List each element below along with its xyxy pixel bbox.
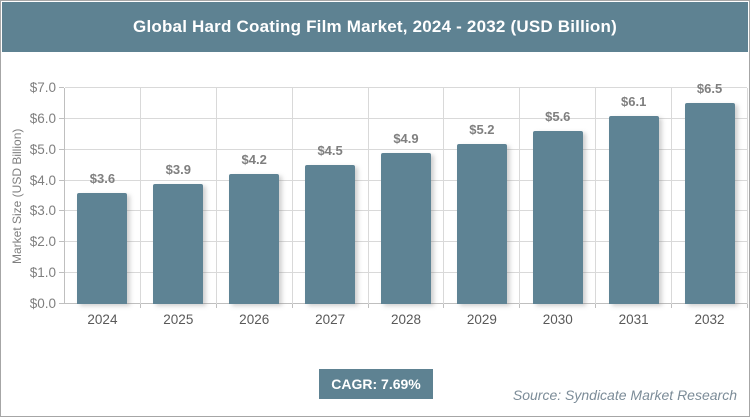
y-tick-label: $6.0 <box>29 110 56 126</box>
bar-value-label: $5.2 <box>469 121 495 137</box>
category-column: $4.5 2027 <box>293 88 369 327</box>
y-tick-label: $1.0 <box>29 265 56 281</box>
y-tick-mark <box>59 179 64 181</box>
y-tick-mark <box>59 303 64 304</box>
x-tick-label: 2025 <box>163 312 194 327</box>
x-tick-label: 2030 <box>542 312 573 327</box>
bar-2031[interactable] <box>608 115 659 304</box>
source-credit: Source: Syndicate Market Research <box>512 387 737 403</box>
x-tick-label: 2031 <box>618 312 649 327</box>
category-column: $5.2 2029 <box>444 88 521 327</box>
bar-2024[interactable] <box>77 192 128 304</box>
bar-2027[interactable] <box>305 165 356 304</box>
x-tick-mark <box>139 304 141 308</box>
category-column: $6.5 2032 <box>672 81 748 327</box>
gridline-horizontal <box>65 117 747 119</box>
bar-value-label: $4.9 <box>393 130 419 146</box>
y-axis: $0.0 $1.0 $2.0 $3.0 $4.0 $5.0 $6.0 $7.0 <box>1 80 64 311</box>
cagr-label: CAGR: 7.69% <box>331 376 421 392</box>
gridline-horizontal <box>65 148 747 150</box>
bar-2025[interactable] <box>153 183 204 304</box>
x-tick-label: 2026 <box>239 312 270 327</box>
x-tick-label: 2027 <box>315 312 346 327</box>
bar-value-label: $5.6 <box>545 109 571 125</box>
bar-2029[interactable] <box>456 143 507 304</box>
bar-value-label: $6.1 <box>621 93 647 109</box>
gridline-horizontal <box>65 87 747 88</box>
y-tick-mark <box>59 87 64 88</box>
chart-title: Global Hard Coating Film Market, 2024 - … <box>133 17 617 36</box>
y-tick-mark <box>59 148 64 150</box>
bar-2032[interactable] <box>684 103 735 304</box>
x-tick-label: 2028 <box>390 312 422 327</box>
y-tick-label: $3.0 <box>29 203 56 219</box>
plot-area: $3.6 2024 $3.9 2025 $4.2 2026 $4.5 2027 $4.9 2028… <box>64 81 748 327</box>
x-tick-mark <box>215 304 217 308</box>
category-column: $5.6 2030 <box>520 88 597 327</box>
x-tick-mark <box>595 304 597 308</box>
bar-value-label: $3.9 <box>165 161 191 177</box>
y-tick-label: $4.0 <box>29 172 56 188</box>
bar-value-label: $3.6 <box>89 170 116 186</box>
y-tick-mark <box>59 272 64 274</box>
x-tick-mark <box>443 304 445 308</box>
x-tick-mark <box>291 304 293 308</box>
category-column: $3.9 2025 <box>141 88 217 327</box>
category-column: $4.2 2026 <box>217 88 293 327</box>
category-column: $6.1 2031 <box>596 88 673 327</box>
bar-2026[interactable] <box>229 174 280 304</box>
y-tick-label: $7.0 <box>29 80 56 95</box>
y-tick-label: $2.0 <box>29 234 56 250</box>
chart-title-bar: Global Hard Coating Film Market, 2024 - … <box>2 2 748 52</box>
category-column: $3.6 2024 <box>65 88 141 327</box>
bar-value-label: $4.5 <box>317 143 343 159</box>
bar-value-label: $4.2 <box>241 152 267 168</box>
y-tick-mark <box>59 241 64 243</box>
category-column: $4.9 2028 <box>369 88 445 327</box>
x-tick-label: 2029 <box>466 312 497 327</box>
x-tick-mark <box>746 304 748 308</box>
x-tick-label: 2024 <box>87 312 118 327</box>
y-tick-label: $5.0 <box>29 141 56 157</box>
bar-2028[interactable] <box>380 152 431 304</box>
cagr-badge: CAGR: 7.69% <box>319 369 433 399</box>
x-tick-mark <box>671 304 673 308</box>
y-tick-label: $0.0 <box>29 296 56 311</box>
x-tick-mark <box>519 304 521 308</box>
x-tick-label: 2032 <box>694 312 725 327</box>
bar-value-label: $6.5 <box>696 81 723 97</box>
y-tick-mark <box>59 210 64 212</box>
x-tick-mark <box>367 304 369 308</box>
bar-2030[interactable] <box>532 131 583 304</box>
y-tick-mark <box>59 117 64 119</box>
